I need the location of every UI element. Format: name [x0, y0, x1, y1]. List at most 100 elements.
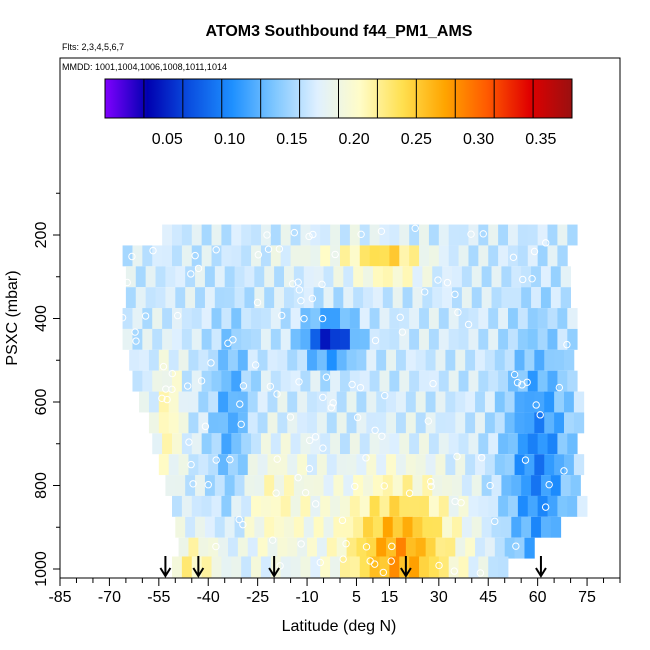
heatmap-cell [554, 349, 565, 371]
sample-marker [351, 482, 359, 491]
heatmap-cell [201, 370, 212, 392]
heatmap-cell [142, 328, 153, 350]
sample-marker [450, 567, 458, 575]
sample-marker [362, 543, 371, 551]
heatmap-cell [349, 370, 361, 392]
heatmap-cell [330, 370, 341, 392]
heatmap-cell [284, 516, 295, 538]
heatmap-cell [468, 433, 479, 455]
heatmap-cell [478, 433, 489, 455]
heatmap-cell [396, 349, 407, 371]
sample-marker [201, 422, 210, 431]
heatmap-cell [300, 556, 311, 578]
heatmap-cell [320, 495, 331, 517]
heatmap-cell [231, 495, 242, 517]
heatmap-cell [369, 495, 380, 517]
heatmap-cell [392, 516, 403, 538]
heatmap-cell [468, 245, 479, 267]
heatmap-cell [498, 495, 509, 517]
heatmap-cell [517, 328, 529, 350]
heatmap-cell [241, 556, 252, 578]
heatmap-cell [316, 454, 328, 476]
heatmap-cell [158, 391, 170, 413]
heatmap-cell [557, 245, 568, 267]
x-tick-label: 30 [430, 589, 448, 606]
heatmap-cell [201, 308, 212, 329]
sample-marker [235, 515, 243, 524]
heatmap-cell [557, 433, 568, 455]
heatmap-cell [452, 287, 463, 309]
heatmap-cell [251, 245, 262, 267]
heatmap-cell [175, 516, 186, 538]
heatmap-cell [201, 245, 212, 267]
heatmap-cell [508, 433, 519, 455]
heatmap-cell [237, 537, 249, 559]
heatmap-cell [346, 537, 357, 559]
x-tick-label: 15 [381, 589, 399, 606]
heatmap-cell [478, 328, 489, 350]
heatmap-cell [297, 412, 308, 434]
heatmap-cell [241, 328, 252, 350]
sample-marker [273, 455, 281, 463]
heatmap-cell [139, 391, 150, 413]
heatmap-cell [369, 370, 380, 392]
sample-marker [278, 311, 286, 320]
heatmap-cell [419, 245, 430, 267]
sample-marker [276, 562, 284, 570]
heatmap-cell [326, 349, 338, 371]
heatmap-cell [336, 537, 347, 559]
heatmap-cell [310, 370, 321, 392]
heatmap-cell [550, 287, 562, 309]
heatmap-cell [251, 308, 262, 329]
heatmap-cell [277, 391, 288, 413]
heatmap-cell [428, 308, 440, 329]
heatmap-cell [201, 495, 212, 517]
heatmap-cell [257, 454, 268, 476]
sample-marker [141, 312, 150, 320]
heatmap-cell [211, 370, 222, 392]
heatmap-cell [392, 475, 403, 496]
heatmap-cell [465, 537, 476, 559]
heatmap-cell [560, 287, 571, 309]
heatmap-cell [432, 475, 443, 496]
heatmap-cell [517, 224, 529, 246]
heatmap-cell [396, 454, 407, 476]
heatmap-cell [172, 370, 183, 392]
heatmap-cell [356, 349, 367, 371]
heatmap-cell [191, 224, 203, 246]
heatmap-cell [181, 245, 193, 267]
heatmap-cell [185, 287, 196, 309]
heatmap-cell [244, 516, 255, 538]
heatmap-cell [376, 537, 387, 559]
colorbar-tick-label: 0.05 [152, 131, 183, 148]
heatmap-cell [307, 537, 318, 559]
heatmap-cell [435, 349, 446, 371]
heatmap-cell [310, 224, 321, 246]
sample-marker [294, 473, 302, 482]
heatmap-cell [554, 391, 565, 413]
heatmap-cell [471, 287, 483, 309]
heatmap-cell [264, 287, 275, 309]
x-tick-label: -10 [295, 589, 318, 606]
heatmap-cell [300, 328, 311, 350]
heatmap-cell [290, 495, 301, 517]
heatmap-cell [260, 370, 272, 392]
heatmap-cell [218, 391, 229, 413]
heatmap-cell [221, 370, 232, 392]
heatmap-cell [178, 412, 189, 434]
heatmap-cell [461, 516, 473, 538]
sample-marker [207, 359, 215, 367]
heatmap-cell [316, 537, 328, 559]
heatmap-cell [218, 412, 229, 434]
heatmap-cell [484, 412, 496, 434]
heatmap-cell [465, 391, 476, 413]
heatmap-cell [514, 391, 525, 413]
heatmap-cell [139, 349, 150, 371]
heatmap-cells [122, 224, 588, 578]
heatmap-cell [521, 287, 532, 309]
heatmap-cell [478, 245, 489, 267]
heatmap-cell [241, 370, 252, 392]
heatmap-cell [419, 433, 430, 455]
heatmap-cell [359, 245, 371, 267]
heatmap-cell [148, 349, 160, 371]
